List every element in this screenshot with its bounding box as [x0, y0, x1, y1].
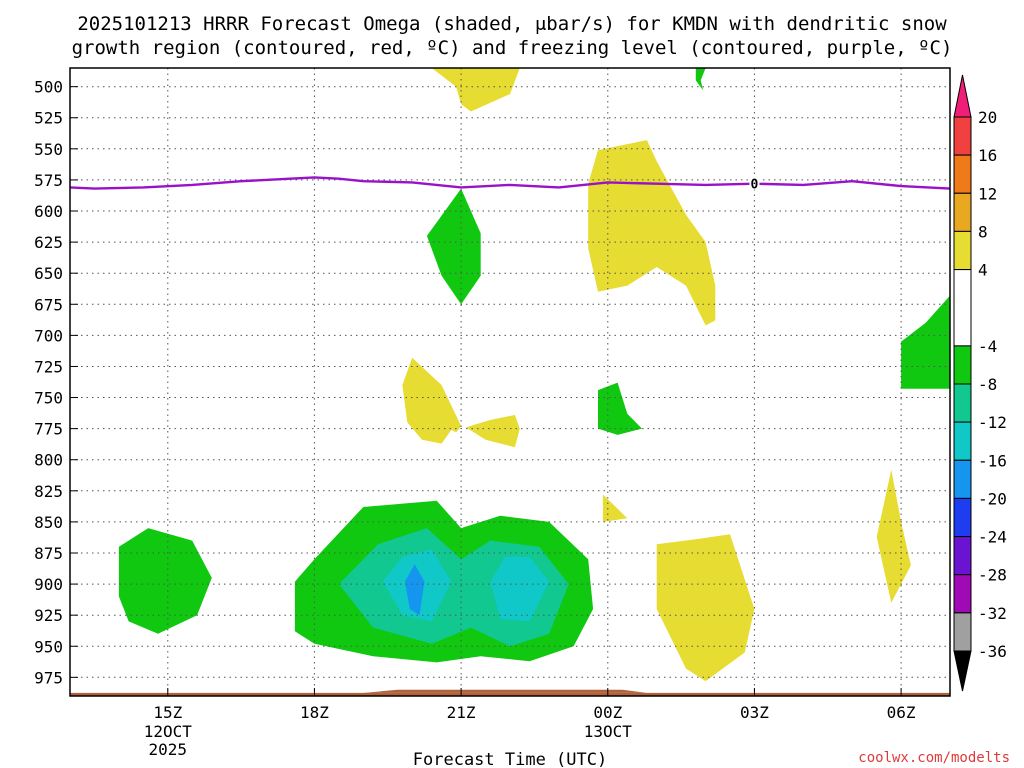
- colorbar-label--28: -28: [978, 566, 1007, 585]
- colorbar-label--16: -16: [978, 451, 1007, 470]
- colorbar-label-20: 20: [978, 108, 997, 127]
- omega-region-15: [490, 556, 550, 622]
- colorbar-label-4: 4: [978, 261, 988, 280]
- x-tick-label-15Z: 15Z: [153, 703, 182, 722]
- omega-region-11: [118, 528, 212, 634]
- x-tick-date-00Z: 13OCT: [584, 722, 633, 741]
- y-tick-label-850: 850: [34, 513, 63, 532]
- plot-area: 0: [69, 67, 951, 697]
- colorbar-label--32: -32: [978, 604, 1007, 623]
- omega-region-8: [656, 534, 755, 682]
- omega-region-2: [588, 140, 716, 326]
- y-tick-label-600: 600: [34, 202, 63, 221]
- colorbar-band-0: [953, 116, 972, 156]
- y-tick-label-500: 500: [34, 78, 63, 97]
- colorbar-band-3: [953, 230, 972, 270]
- colorbar-band-12: [953, 612, 972, 652]
- colorbar-label--4: -4: [978, 337, 997, 356]
- omega-region-16: [404, 564, 425, 616]
- colorbar-band-9: [953, 497, 972, 537]
- y-tick-label-800: 800: [34, 451, 63, 470]
- x-tick-label-03Z: 03Z: [740, 703, 769, 722]
- colorbar-band-8: [953, 459, 972, 499]
- credit-text: coolwx.com/modelts: [858, 750, 1010, 766]
- freezing-level-label: 0: [751, 178, 759, 193]
- y-tick-label-525: 525: [34, 109, 63, 128]
- x-tick-date-15Z: 12OCT: [144, 722, 193, 741]
- omega-region-1: [695, 68, 706, 91]
- colorbar: 20 16 12 8 4 -4 -8 -12 -16 -20 -24 -28 -32 -36: [953, 74, 1007, 692]
- y-tick-label-900: 900: [34, 575, 63, 594]
- freezing-level-line: [70, 176, 950, 190]
- omega-region-9: [876, 469, 911, 603]
- colorbar-label--24: -24: [978, 528, 1007, 547]
- colorbar-label--36: -36: [978, 642, 1007, 661]
- x-axis-label: Forecast Time (UTC): [413, 750, 607, 768]
- colorbar-band-6: [953, 383, 972, 423]
- x-tick-label-00Z: 00Z: [593, 703, 622, 722]
- colorbar-label-12: 12: [978, 184, 997, 203]
- y-tick-label-975: 975: [34, 668, 63, 687]
- colorbar-band-4: [953, 269, 972, 347]
- omega-region-0: [431, 68, 520, 112]
- plot-frame: [69, 67, 951, 697]
- y-tick-label-825: 825: [34, 482, 63, 501]
- surface-band: [70, 692, 950, 696]
- surface-bump: [363, 689, 647, 693]
- y-axis: 500 525 550 575 600 625 650 675 700 725 750 775 800 8…: [34, 78, 78, 687]
- omega-region-3: [426, 188, 481, 305]
- colorbar-band-7: [953, 421, 972, 461]
- x-tick-year-15Z: 2025: [149, 740, 188, 759]
- colorbar-label-8: 8: [978, 222, 988, 241]
- colorbar-top-arrow: [953, 74, 972, 118]
- y-tick-label-775: 775: [34, 420, 63, 439]
- colorbar-label-16: 16: [978, 146, 997, 165]
- y-tick-label-925: 925: [34, 606, 63, 625]
- y-tick-label-750: 750: [34, 389, 63, 408]
- freezing-level: 0: [70, 175, 950, 193]
- x-tick-label-06Z: 06Z: [887, 703, 916, 722]
- colorbar-label--12: -12: [978, 413, 1007, 432]
- colorbar-band-11: [953, 574, 972, 614]
- y-tick-label-575: 575: [34, 171, 63, 190]
- omega-region-6: [598, 382, 642, 435]
- y-tick-label-950: 950: [34, 637, 63, 656]
- chart-title-line1: 2025101213 HRRR Forecast Omega (shaded, …: [77, 13, 947, 35]
- y-tick-label-725: 725: [34, 358, 63, 377]
- colorbar-label--20: -20: [978, 489, 1007, 508]
- colorbar-bottom-arrow: [953, 650, 972, 692]
- colorbar-label--8: -8: [978, 375, 997, 394]
- colorbar-band-1: [953, 154, 972, 194]
- x-tick-label-18Z: 18Z: [300, 703, 329, 722]
- omega-region-5: [466, 415, 520, 448]
- colorbar-band-2: [953, 192, 972, 232]
- surface-layer: [70, 689, 950, 696]
- y-tick-label-675: 675: [34, 295, 63, 314]
- colorbar-band-10: [953, 536, 972, 576]
- y-tick-label-700: 700: [34, 326, 63, 345]
- x-tick-label-21Z: 21Z: [447, 703, 476, 722]
- y-tick-label-550: 550: [34, 140, 63, 159]
- omega-region-7: [602, 494, 628, 522]
- omega-region-4: [402, 357, 462, 444]
- omega-regions: [118, 68, 950, 682]
- colorbar-band-5: [953, 345, 972, 385]
- y-tick-label-650: 650: [34, 264, 63, 283]
- freezing-level-label-bg: [749, 175, 760, 190]
- y-tick-label-875: 875: [34, 544, 63, 563]
- omega-region-10: [901, 295, 950, 389]
- grid-lines: [70, 68, 950, 696]
- chart-title-line2: growth region (contoured, red, ºC) and f…: [72, 37, 953, 59]
- y-tick-label-625: 625: [34, 233, 63, 252]
